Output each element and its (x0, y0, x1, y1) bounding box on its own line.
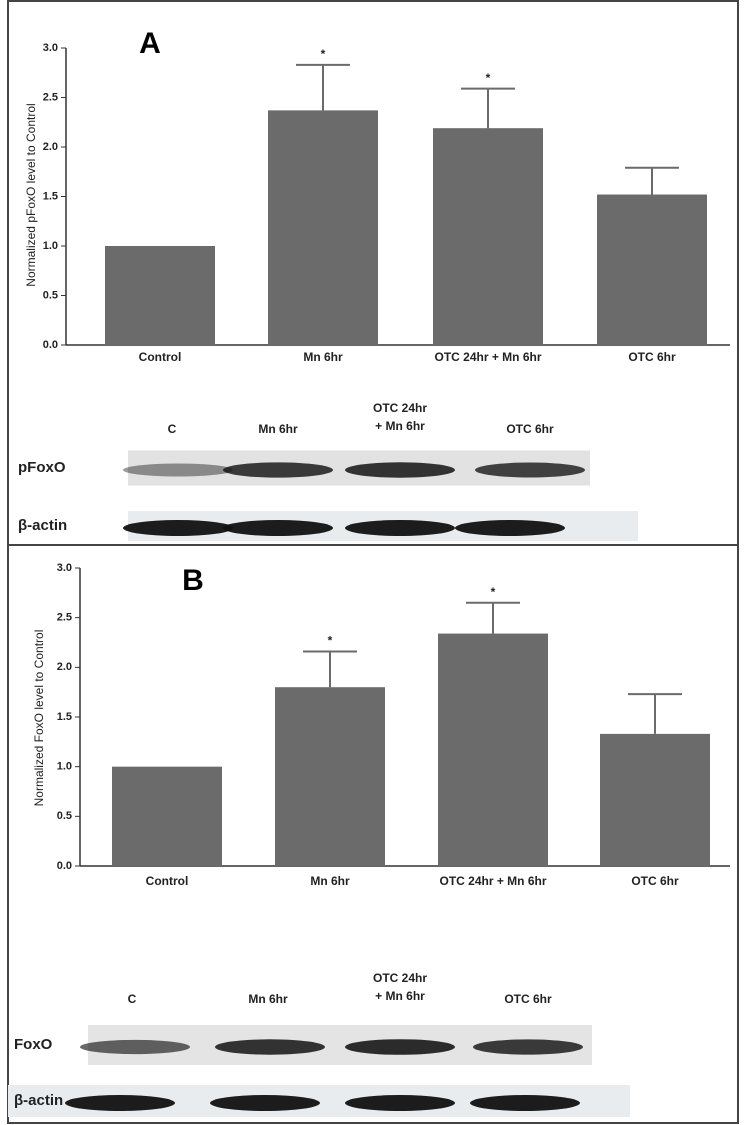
blot-band (345, 520, 455, 536)
panel-label: A (139, 27, 161, 60)
blot-band (345, 462, 455, 478)
x-tick-label: Mn 6hr (310, 874, 350, 888)
bar (112, 766, 222, 866)
significance-marker: * (486, 71, 491, 85)
blot-band (65, 1095, 175, 1111)
x-tick-label: OTC 24hr + Mn 6hr (434, 350, 541, 364)
blot-band (470, 1095, 580, 1111)
blot-band (123, 520, 233, 536)
frame (7, 0, 739, 1124)
y-tick-label: 1.0 (43, 240, 58, 252)
y-tick-label: 0.5 (43, 289, 58, 301)
blot-band (210, 1095, 320, 1111)
error-bar (461, 87, 515, 129)
y-tick-label: 0.5 (57, 810, 72, 822)
blot-band (223, 462, 333, 478)
blot-band (123, 463, 233, 477)
y-tick-label: 0.0 (57, 860, 72, 872)
lane-label: C (128, 992, 137, 1006)
y-tick-label: 2.0 (43, 141, 58, 153)
row-label: FoxO (14, 1036, 53, 1053)
x-tick-label: OTC 6hr (628, 350, 676, 364)
significance-marker: * (328, 634, 333, 648)
error-bar (296, 63, 350, 111)
lane-label: OTC 24hr (373, 401, 427, 415)
blot-band (473, 1039, 583, 1055)
bar (105, 246, 215, 345)
y-tick-label: 0.0 (43, 339, 58, 351)
error-bar (303, 650, 357, 688)
error-bar (466, 601, 520, 634)
x-tick-label: Control (139, 350, 182, 364)
lane-label: OTC 6hr (504, 992, 552, 1006)
x-tick-label: Mn 6hr (303, 350, 343, 364)
blot-band (223, 520, 333, 536)
blot-band (475, 462, 585, 478)
y-tick-label: 3.0 (57, 562, 72, 574)
lane-label: C (168, 422, 177, 436)
blot-band (80, 1039, 190, 1055)
y-tick-label: 1.5 (57, 711, 72, 723)
lane-label: OTC 24hr (373, 971, 427, 985)
bar (438, 633, 548, 866)
y-tick-label: 2.5 (43, 91, 58, 103)
y-tick-label: 3.0 (43, 42, 58, 54)
error-bar (628, 693, 682, 734)
lane-label: OTC 6hr (506, 422, 554, 436)
y-axis-label: Normalized FoxO level to Control (32, 630, 46, 807)
x-tick-label: OTC 6hr (631, 874, 679, 888)
y-tick-label: 1.0 (57, 761, 72, 773)
y-tick-label: 1.5 (43, 190, 58, 202)
row-label: β-actin (18, 517, 67, 534)
lane-label: Mn 6hr (258, 422, 298, 436)
lane-label: + Mn 6hr (375, 989, 425, 1003)
panel-label: B (182, 564, 204, 597)
blot-band (345, 1095, 455, 1111)
bar (600, 733, 710, 866)
x-tick-label: Control (146, 874, 189, 888)
y-axis-label: Normalized pFoxO level to Control (24, 103, 38, 286)
y-tick-label: 2.5 (57, 612, 72, 624)
significance-marker: * (321, 47, 326, 61)
bar (275, 687, 385, 866)
blot-band (345, 1039, 455, 1055)
blot-band (215, 1039, 325, 1055)
lane-label: + Mn 6hr (375, 419, 425, 433)
bar (268, 110, 378, 346)
blot-band (455, 520, 565, 536)
row-label: β-actin (14, 1092, 63, 1109)
lane-label: Mn 6hr (248, 992, 288, 1006)
y-tick-label: 2.0 (57, 661, 72, 673)
bar (597, 194, 707, 345)
bar (433, 128, 543, 345)
x-tick-label: OTC 24hr + Mn 6hr (439, 874, 546, 888)
row-label: pFoxO (18, 459, 66, 476)
error-bar (625, 166, 679, 195)
significance-marker: * (491, 585, 496, 599)
